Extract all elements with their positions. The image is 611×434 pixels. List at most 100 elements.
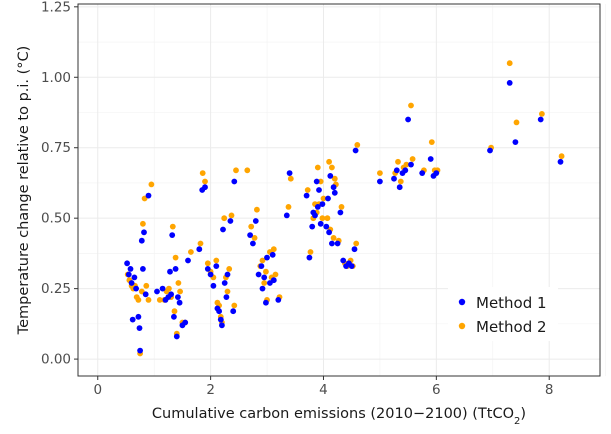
data-point-method-2 (408, 102, 414, 109)
data-point-method-2 (135, 297, 142, 303)
data-point-method-1 (247, 232, 254, 239)
data-point-method-1 (223, 294, 230, 300)
legend-background (448, 287, 558, 341)
data-point-method-1 (128, 280, 135, 286)
data-point-method-2 (353, 240, 360, 247)
data-point-method-2 (338, 204, 345, 210)
data-point-method-2 (329, 164, 335, 171)
data-point-method-1 (323, 223, 330, 230)
data-point-method-2 (204, 260, 211, 267)
data-point-method-2 (228, 212, 235, 219)
data-point-method-1 (405, 116, 411, 123)
data-point-method-1 (185, 257, 191, 264)
data-point-method-2 (409, 156, 416, 162)
data-point-method-1 (487, 147, 493, 154)
data-point-method-2 (140, 220, 146, 227)
data-point-method-1 (137, 347, 144, 354)
data-point-method-1 (303, 192, 310, 199)
data-point-method-1 (196, 246, 203, 253)
data-point-method-1 (286, 170, 293, 177)
x-tick-label: 8 (545, 382, 554, 398)
panel-border (77, 3, 601, 377)
data-point-method-2 (319, 215, 326, 222)
data-point-method-1 (427, 156, 434, 162)
data-point-method-2 (330, 235, 337, 241)
data-point-method-1 (330, 184, 337, 191)
data-point-method-1 (171, 313, 177, 320)
data-point-method-2 (261, 280, 268, 286)
data-point-method-2 (197, 240, 204, 247)
data-point-method-2 (233, 167, 239, 174)
data-point-method-2 (558, 153, 565, 160)
data-point-method-1 (306, 254, 313, 261)
data-point-method-1 (331, 189, 338, 196)
data-point-method-2 (539, 111, 545, 117)
data-point-method-1 (408, 161, 414, 168)
data-point-method-1 (352, 147, 359, 154)
data-point-method-2 (169, 223, 176, 230)
data-point-method-1 (309, 223, 316, 230)
y-tick-label: 0.25 (41, 281, 71, 297)
data-point-method-2 (428, 139, 435, 146)
y-axis-title: Temperature change relative to p.i. (°C) (16, 46, 32, 336)
data-point-method-1 (391, 175, 397, 182)
data-point-method-2 (263, 268, 269, 275)
data-point-method-2 (231, 302, 238, 309)
data-point-method-1 (270, 277, 277, 284)
data-point-method-1 (433, 170, 440, 177)
data-point-method-1 (348, 263, 355, 269)
data-point-method-1 (317, 220, 324, 227)
data-point-method-1 (393, 167, 400, 174)
data-point-method-1 (329, 240, 335, 247)
data-point-method-2 (221, 215, 228, 222)
data-point-method-1 (204, 266, 211, 272)
data-point-method-2 (397, 178, 404, 185)
data-point-method-1 (231, 178, 238, 185)
data-point-method-2 (254, 206, 260, 213)
legend-label-method-1: Method 1 (476, 294, 547, 312)
y-tick-label: 1.25 (41, 0, 71, 15)
data-point-method-1 (141, 229, 147, 236)
data-point-method-1 (221, 280, 228, 286)
data-point-method-1 (125, 271, 132, 278)
data-point-method-2 (251, 235, 258, 241)
x-tick-label: 2 (206, 382, 215, 398)
data-point-method-1 (169, 232, 176, 239)
y-tick-label: 0.00 (41, 352, 71, 368)
data-point-method-1 (172, 266, 179, 272)
x-tick-label: 0 (93, 382, 102, 398)
series-method-1 (124, 80, 564, 354)
data-point-method-1 (255, 271, 262, 278)
data-point-method-1 (142, 291, 149, 298)
data-point-method-2 (304, 187, 311, 193)
data-point-method-1 (327, 173, 334, 179)
data-point-method-1 (145, 192, 152, 199)
data-point-method-1 (325, 195, 331, 202)
data-point-method-2 (224, 288, 231, 295)
data-point-method-1 (182, 319, 189, 326)
data-point-method-2 (172, 254, 179, 261)
data-point-method-1 (154, 288, 160, 295)
data-point-method-2 (244, 167, 251, 174)
data-point-method-2 (188, 249, 194, 255)
data-point-method-1 (314, 204, 321, 210)
y-tick-label: 0.75 (41, 140, 71, 156)
data-point-method-2 (166, 285, 172, 292)
data-point-method-1 (127, 266, 134, 272)
data-point-method-1 (217, 316, 224, 323)
data-point-method-2 (317, 178, 324, 185)
x-axis-title: Cumulative carbon emissions (2010−2100) … (152, 406, 526, 427)
y-tick-label: 1.00 (41, 70, 71, 86)
data-point-method-1 (131, 274, 138, 281)
data-point-method-1 (168, 291, 175, 298)
data-point-method-1 (167, 268, 173, 275)
data-point-method-1 (213, 263, 220, 269)
data-point-method-2 (213, 257, 220, 264)
data-point-method-1 (337, 209, 344, 216)
data-point-method-1 (419, 170, 426, 177)
data-point-method-2 (143, 282, 150, 289)
y-axis-ticks: 0.00 0.25 0.50 0.75 1.00 1.25 (41, 0, 78, 368)
data-point-method-2 (513, 119, 520, 126)
data-point-method-1 (175, 294, 181, 300)
